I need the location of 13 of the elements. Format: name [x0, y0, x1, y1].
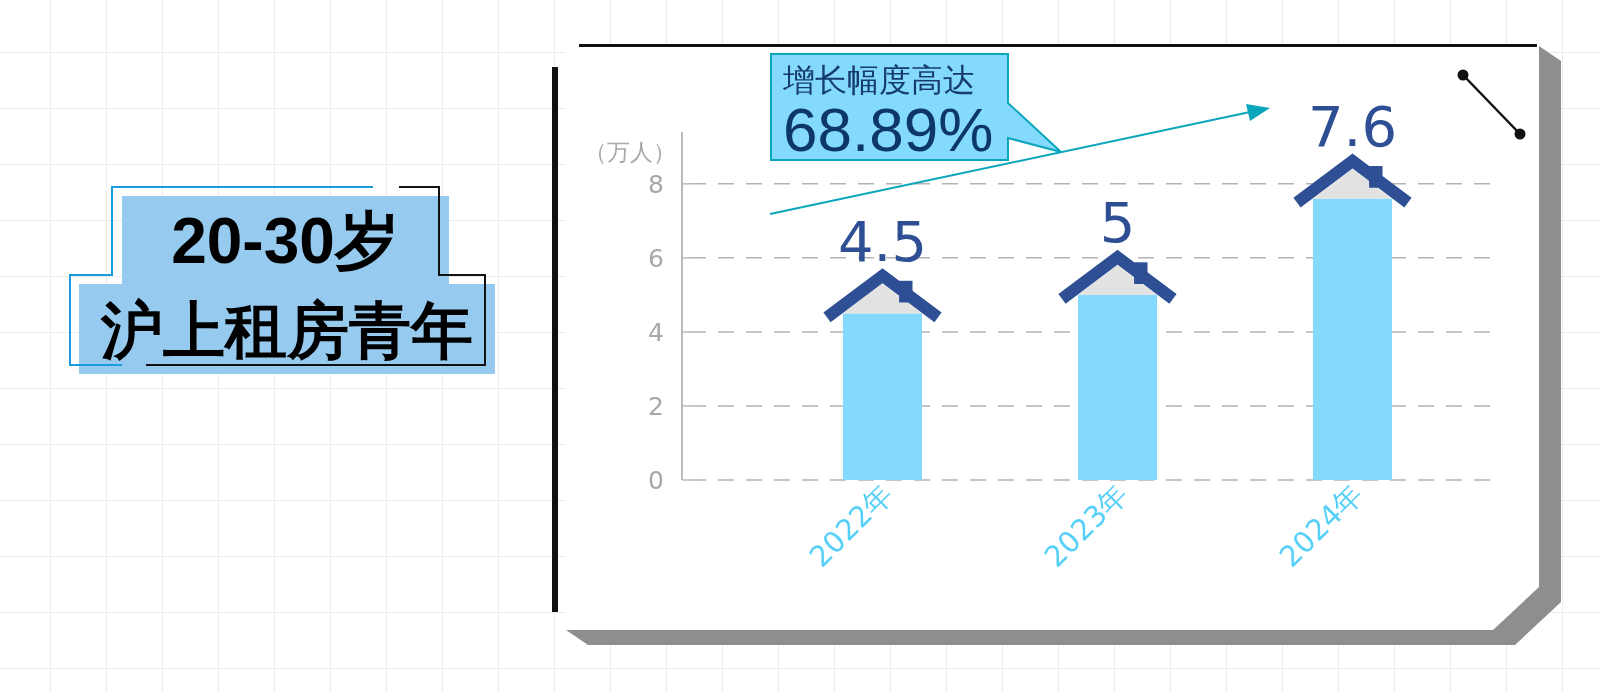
text: 增长幅度高达: [782, 62, 975, 98]
y-tick-label: 0: [648, 466, 664, 495]
y-tick-label: 2: [648, 391, 664, 421]
y-tick-label: 6: [648, 243, 664, 273]
y-tick-label: 8: [648, 169, 664, 199]
data-label: 4.5: [837, 208, 928, 274]
data-label: 5: [1099, 190, 1136, 256]
annotation: 68.89%: [783, 95, 994, 164]
data-label: 7.6: [1307, 94, 1398, 160]
text: 沪上租房青年: [100, 296, 473, 365]
y-axis-title: （万人）: [584, 139, 676, 165]
y-tick-label: 4: [648, 317, 664, 347]
text: 20-30岁: [171, 205, 399, 277]
